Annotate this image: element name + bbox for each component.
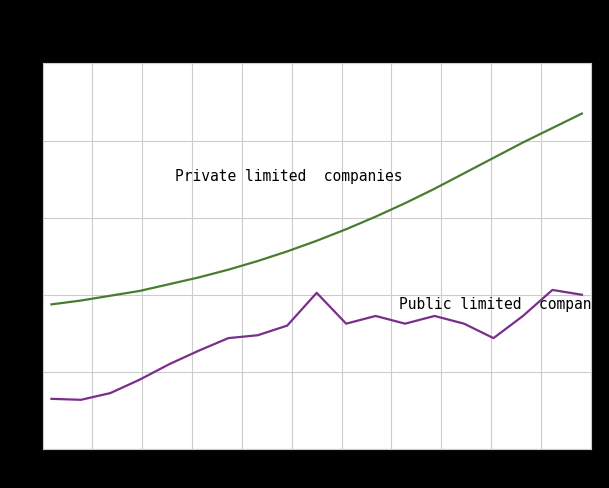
- Text: Public limited  companies: Public limited companies: [399, 297, 609, 312]
- Text: Private limited  companies: Private limited companies: [175, 169, 403, 184]
